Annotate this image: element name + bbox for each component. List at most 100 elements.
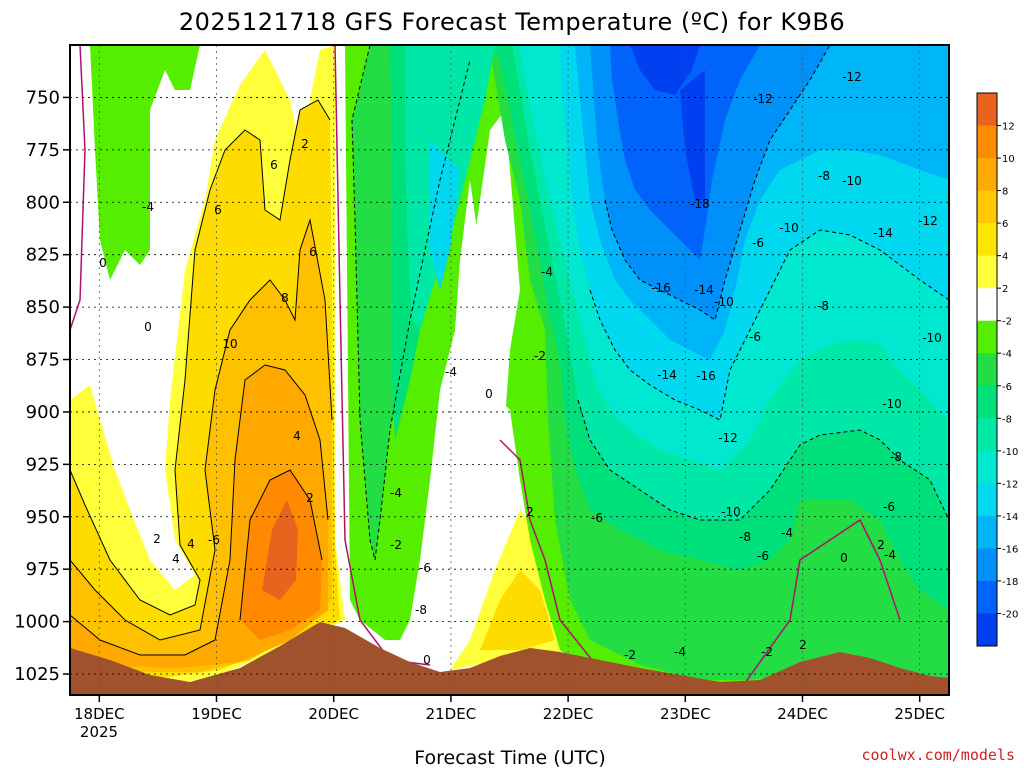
colorbar-swatch xyxy=(977,483,997,517)
contour-label: -2 xyxy=(390,538,402,552)
colorbar-tick-label: 6 xyxy=(1002,219,1008,230)
colorbar-tick-label: -6 xyxy=(1002,382,1012,393)
colorbar-tick-label: -12 xyxy=(1002,479,1018,490)
contour-label: -10 xyxy=(721,505,741,519)
contour-label: -10 xyxy=(714,295,734,309)
contour-label: 0 xyxy=(840,551,848,565)
cold-fill-minus18C xyxy=(610,45,760,260)
contour-label: -6 xyxy=(419,561,431,575)
colorbar-swatch xyxy=(977,515,997,549)
contour-label: -6 xyxy=(749,330,761,344)
colorbar: 12 10 8 6 4 2 -2 -4 -6 -8 -10 -12 -14 -16 -18 -20 xyxy=(976,92,1018,647)
y-tick-label: 925 xyxy=(26,454,60,475)
contour-label: -4 xyxy=(884,548,896,562)
colorbar-swatch xyxy=(977,418,997,452)
contour-label: 2 xyxy=(301,137,309,151)
contour-label: -4 xyxy=(541,265,553,279)
contour-lines-freezing xyxy=(70,45,901,691)
contour-label: -6 xyxy=(883,500,895,514)
contour-line-4C xyxy=(70,99,331,616)
colorbar-swatch xyxy=(977,190,997,224)
y-tick-label: 775 xyxy=(26,140,60,161)
contour-label: 4 xyxy=(293,429,301,443)
colorbar-swatch xyxy=(977,580,997,614)
contour-label: 0 xyxy=(485,387,493,401)
contour-line-minus4C xyxy=(351,45,471,561)
contour-label: 0 xyxy=(423,653,431,667)
contour-label: -16 xyxy=(651,281,671,295)
x-axis: 18DEC 19DEC 20DEC 21DEC 22DEC 23DEC 24DEC 25DEC xyxy=(74,695,945,723)
contour-label: -12 xyxy=(753,92,773,106)
contour-label: -8 xyxy=(739,530,751,544)
contour-label: -6 xyxy=(757,549,769,563)
contour-label: 4 xyxy=(187,537,195,551)
contour-lines-cold xyxy=(351,45,949,561)
contour-label: 6 xyxy=(270,158,278,172)
y-tick-label: 950 xyxy=(26,507,60,528)
warm-fill-4C-midday xyxy=(480,570,555,650)
colorbar-swatch xyxy=(977,450,997,484)
contour-line-6C xyxy=(70,218,333,641)
contour-label: -10 xyxy=(922,331,942,345)
contour-label: -10 xyxy=(779,221,799,235)
contour-label: 0 xyxy=(99,256,107,270)
contour-label: -4 xyxy=(781,526,793,540)
contour-label: -2 xyxy=(534,349,546,363)
colorbar-swatch xyxy=(977,548,997,582)
x-tick-label: 25DEC xyxy=(894,705,945,723)
cold-fill-minus20C xyxy=(630,45,705,200)
contour-label: -4 xyxy=(142,200,154,214)
contour-label: -6 xyxy=(208,533,220,547)
colorbar-swatch xyxy=(977,125,997,159)
contour-label: -16 xyxy=(696,369,716,383)
x-tick-label: 23DEC xyxy=(660,705,711,723)
colorbar-tick-label: 4 xyxy=(1002,252,1008,263)
colorbar-tick-label: -4 xyxy=(1002,349,1012,360)
contour-label: -8 xyxy=(817,299,829,313)
y-tick-label: 850 xyxy=(26,297,60,318)
colorbar-tick-label: -14 xyxy=(1002,512,1018,523)
colorbar-tick-label: -2 xyxy=(1002,317,1012,328)
credit-text: coolwx.com/models xyxy=(861,746,1015,764)
x-year-label: 2025 xyxy=(80,723,118,741)
contour-label: -10 xyxy=(882,397,902,411)
y-tick-label: 975 xyxy=(26,559,60,580)
y-tick-label: 1025 xyxy=(14,664,60,685)
contour-label: -14 xyxy=(694,283,714,297)
contour-label: -4 xyxy=(445,365,457,379)
contour-label: 2 xyxy=(877,538,885,552)
colorbar-swatch xyxy=(977,223,997,257)
colorbar-swatch xyxy=(977,353,997,387)
y-tick-label: 875 xyxy=(26,350,60,371)
x-tick-label: 21DEC xyxy=(426,705,477,723)
warm-fill-12C xyxy=(262,500,298,600)
contour-line-10C xyxy=(239,469,323,621)
contour-label: 6 xyxy=(309,245,317,259)
colorbar-tick-label: -8 xyxy=(1002,414,1012,425)
x-tick-label: 18DEC xyxy=(74,705,125,723)
contour-label: -14 xyxy=(657,368,677,382)
contour-label: -2 xyxy=(624,648,636,662)
contour-label: 2 xyxy=(526,505,534,519)
contour-label: -2 xyxy=(761,645,773,659)
contour-label: -12 xyxy=(842,70,862,84)
colorbar-tick-label: 12 xyxy=(1002,122,1015,133)
contour-label: -6 xyxy=(591,511,603,525)
contour-label: -8 xyxy=(415,603,427,617)
y-axis: 750 775 800 825 850 875 900 925 950 975 1000 1025 xyxy=(14,87,70,685)
contour-label: 4 xyxy=(172,552,180,566)
contour-label: 8 xyxy=(281,291,289,305)
colorbar-tick-label: -18 xyxy=(1002,577,1018,588)
contour-label: -8 xyxy=(818,169,830,183)
contour-line-0C xyxy=(70,45,901,691)
warm-fill-0C-gap xyxy=(460,110,520,430)
colorbar-swatch xyxy=(977,288,997,322)
contour-label: -10 xyxy=(842,174,862,188)
colorbar-swatch xyxy=(977,93,997,127)
contour-label: -8 xyxy=(890,450,902,464)
x-tick-label: 24DEC xyxy=(777,705,828,723)
contour-label: -14 xyxy=(873,226,893,240)
x-tick-label: 19DEC xyxy=(191,705,242,723)
contour-label: -6 xyxy=(752,236,764,250)
